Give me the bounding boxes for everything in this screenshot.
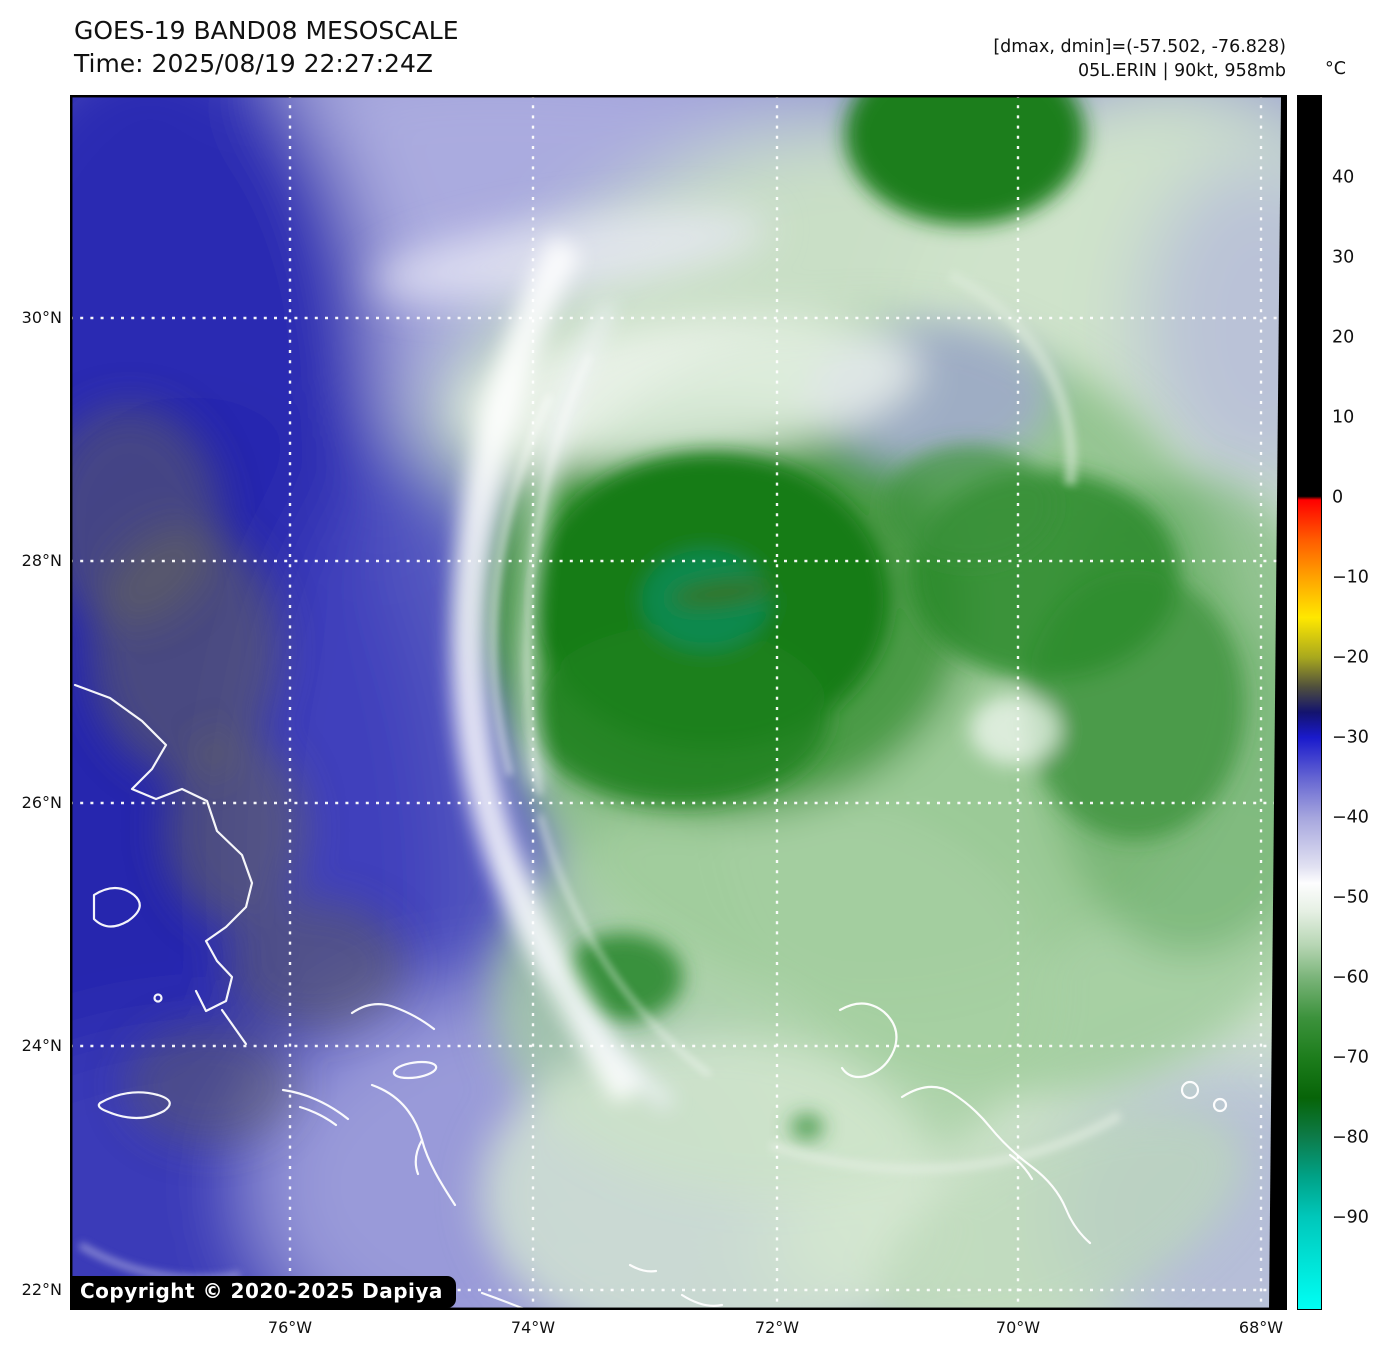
- latitude-axis: 30°N 28°N 26°N 24°N 22°N: [0, 95, 62, 1310]
- cirrus-filaments: [78, 269, 1123, 1283]
- satellite-map: Copyright © 2020-2025 Dapiya: [70, 95, 1287, 1310]
- colorbar-tick-label: 20: [1332, 327, 1355, 348]
- title-block: GOES-19 BAND08 MESOSCALE Time: 2025/08/1…: [74, 14, 459, 80]
- longitude-axis: 76°W 74°W 72°W 70°W 68°W: [70, 1320, 1287, 1350]
- colorbar-tick-label: 40: [1332, 167, 1355, 188]
- figure-time: Time: 2025/08/19 22:27:24Z: [74, 49, 433, 78]
- temperature-colorbar: [1297, 95, 1322, 1310]
- sector-edge: [1269, 95, 1287, 1310]
- copyright-badge: Copyright © 2020-2025 Dapiya: [70, 1276, 456, 1308]
- colorbar-tick-labels: 40 30 20 10 0 −10 −20 −30 −40 −50 −60 −7…: [1332, 95, 1390, 1310]
- colorbar-tick-label: −80: [1332, 1127, 1369, 1148]
- map-frame: [70, 95, 1287, 1310]
- colorbar-tick-label: 10: [1332, 407, 1355, 428]
- lon-tick-label: 76°W: [267, 1318, 313, 1337]
- lat-tick-label: 30°N: [21, 308, 62, 327]
- colorbar-unit-label: °C: [1325, 59, 1346, 79]
- colorbar-tick-label: −30: [1332, 727, 1369, 748]
- colorbar-tick-label: 30: [1332, 247, 1355, 268]
- storm-info-annotation: 05L.ERIN | 90kt, 958mb: [1077, 60, 1286, 81]
- lat-tick-label: 24°N: [21, 1036, 62, 1055]
- colorbar-tick-label: −60: [1332, 967, 1369, 988]
- lon-tick-label: 68°W: [1238, 1318, 1284, 1337]
- colorbar-tick-label: −10: [1332, 567, 1369, 588]
- lon-tick-label: 74°W: [510, 1318, 556, 1337]
- colorbar-tick-label: −20: [1332, 647, 1369, 668]
- lon-tick-label: 70°W: [995, 1318, 1041, 1337]
- colorbar-tick-label: −40: [1332, 807, 1369, 828]
- lat-tick-label: 28°N: [21, 551, 62, 570]
- lat-tick-label: 22°N: [21, 1280, 62, 1299]
- annotation-block: [dmax, dmin]=(-57.502, -76.828) 05L.ERIN…: [686, 36, 1286, 83]
- colorbar-tick-label: 0: [1332, 487, 1344, 508]
- satellite-image: [70, 95, 1287, 1310]
- lon-tick-label: 72°W: [754, 1318, 800, 1337]
- dmax-dmin-annotation: [dmax, dmin]=(-57.502, -76.828): [993, 37, 1286, 57]
- coastlines: [73, 683, 1228, 1310]
- land-thermal-patches: [70, 405, 405, 1145]
- gridlines: [70, 95, 1287, 1310]
- colorbar-tick-label: −90: [1332, 1207, 1369, 1228]
- colorbar-tick-label: −70: [1332, 1047, 1369, 1068]
- figure-title: GOES-19 BAND08 MESOSCALE: [74, 16, 459, 45]
- lat-tick-label: 26°N: [21, 793, 62, 812]
- storm-cores: [530, 95, 1245, 1139]
- colorbar-tick-label: −50: [1332, 887, 1369, 908]
